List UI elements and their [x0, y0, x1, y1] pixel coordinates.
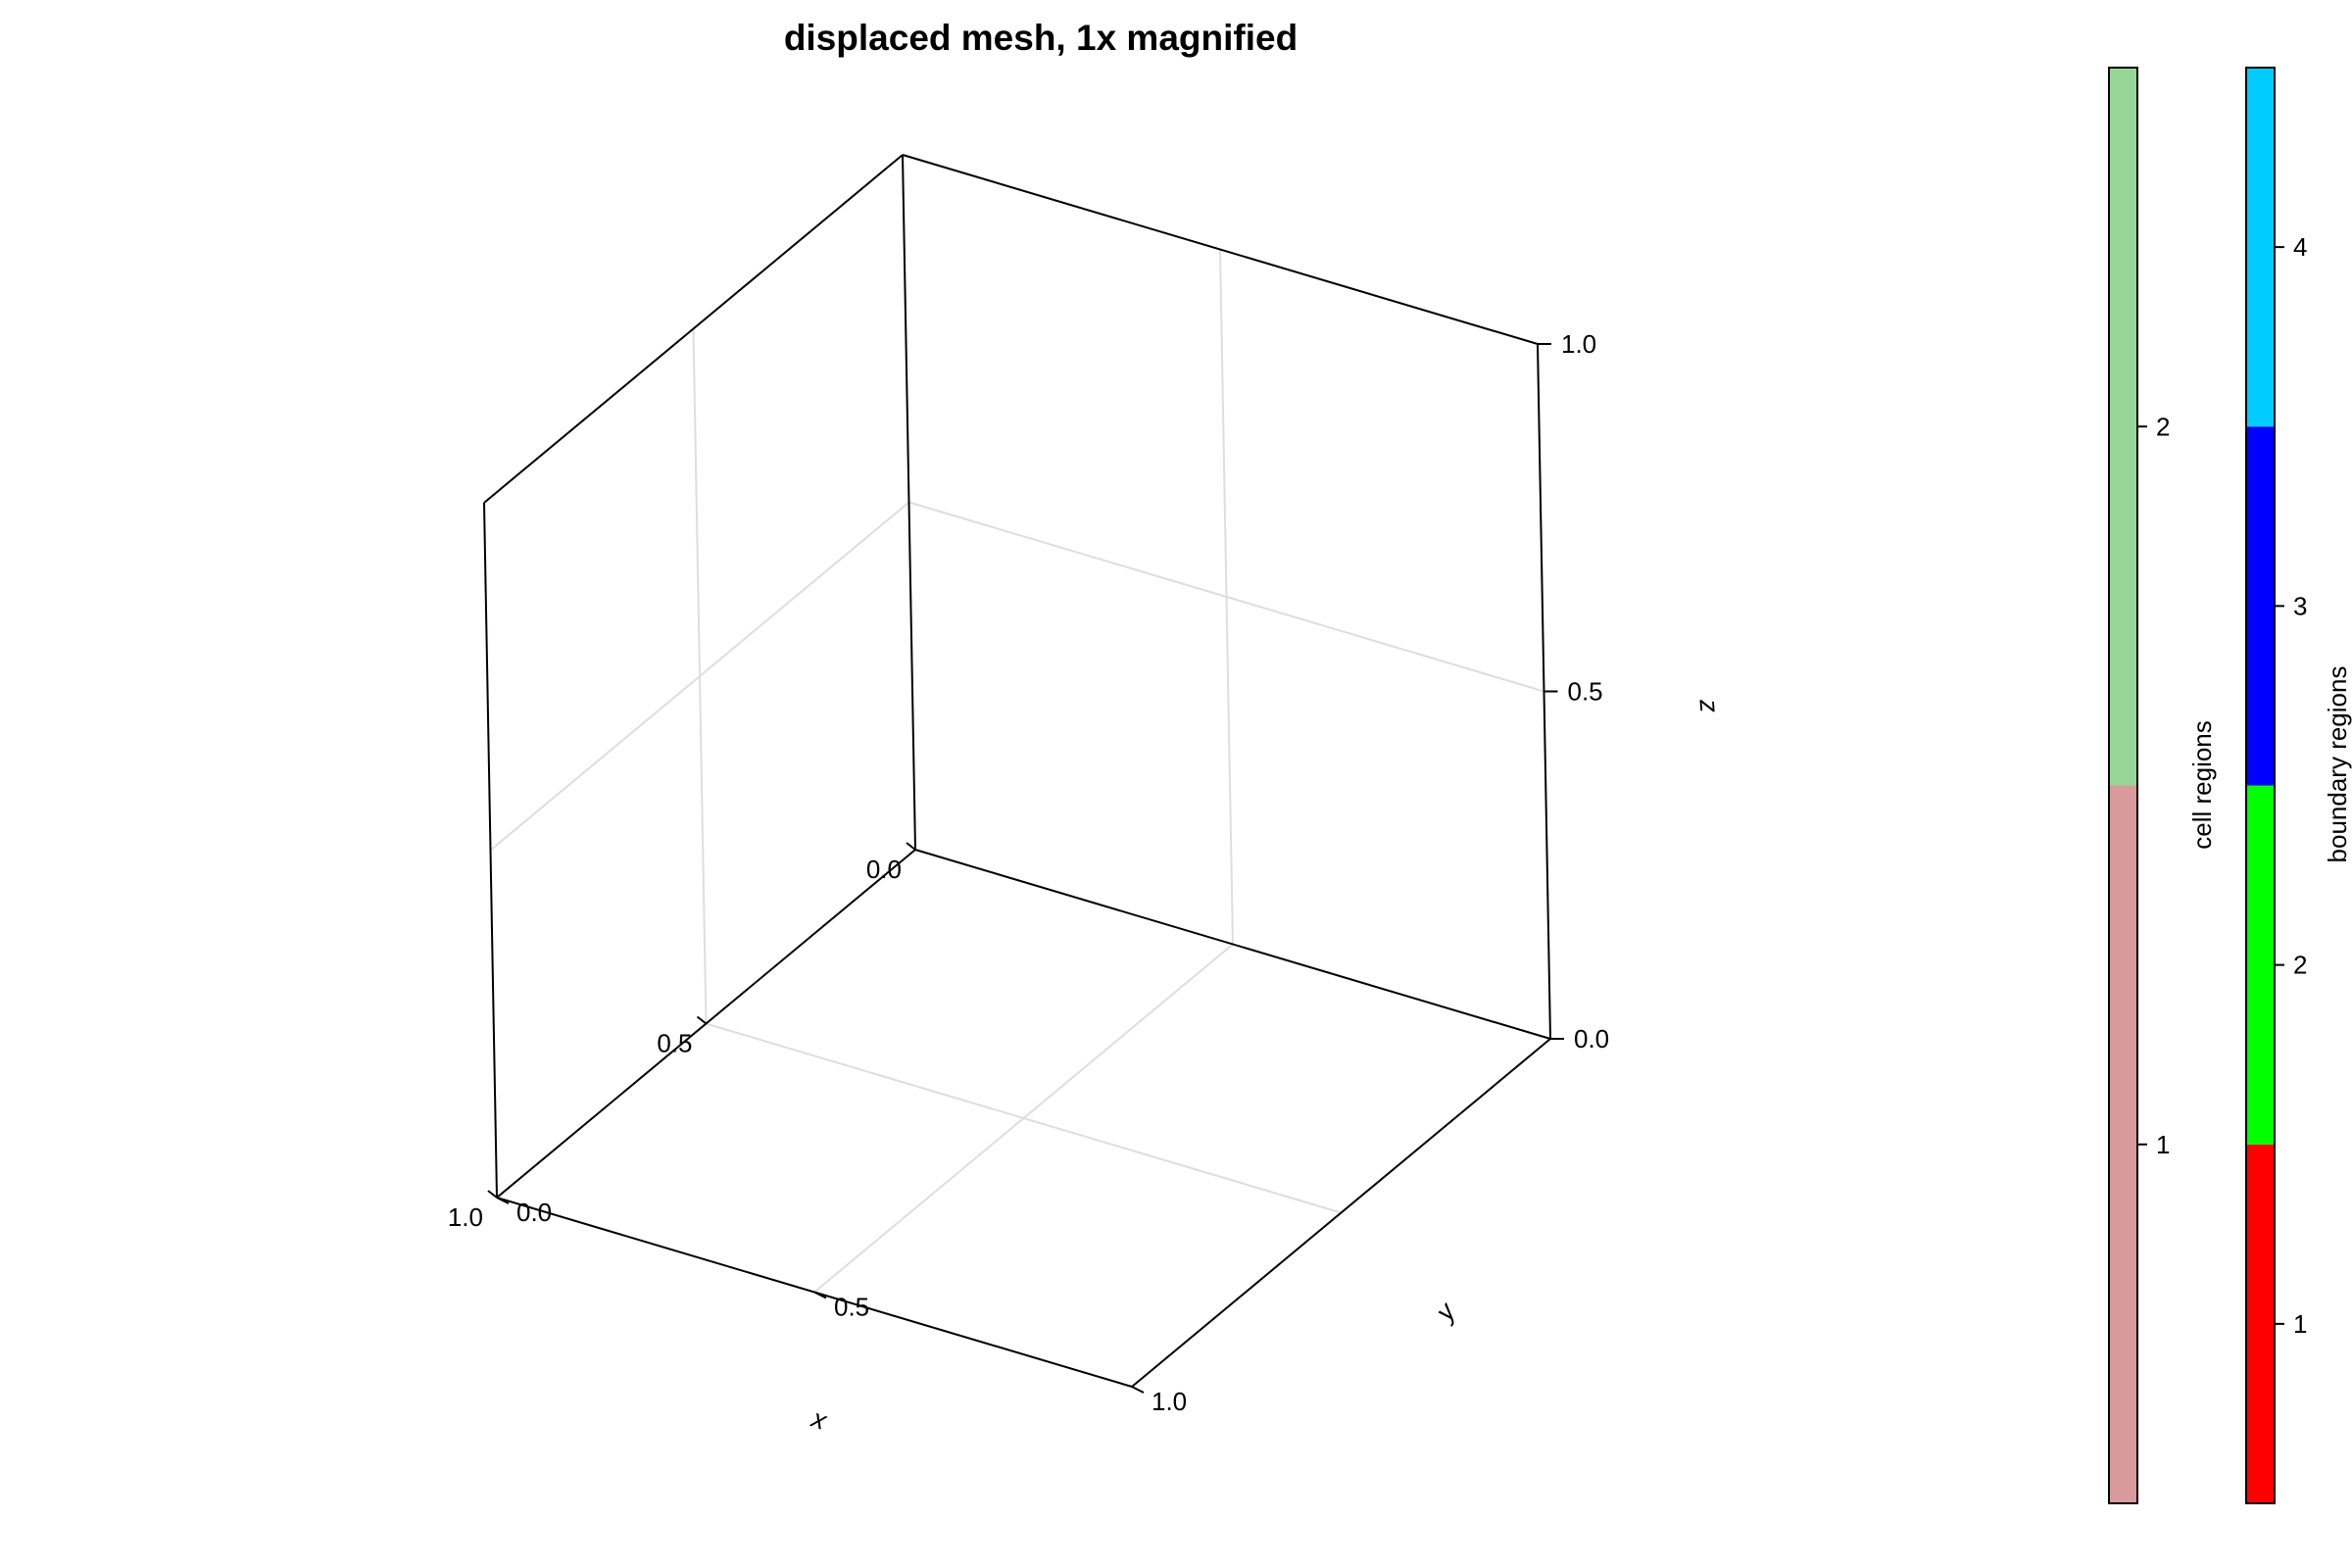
colorbar-cell-bin-1	[2109, 785, 2137, 1503]
colorbar-cell-tick-label-2: 2	[2156, 412, 2170, 441]
x-tick-mark	[906, 842, 916, 851]
z-tick-label: 1.0	[1561, 329, 1596, 359]
chart-title: displaced mesh, 1x magnified	[784, 18, 1298, 58]
y-tick-mark	[496, 1197, 510, 1204]
x-tick-mark	[696, 1015, 708, 1025]
gridline-z-wall-x	[489, 501, 910, 852]
x-tick-label: 0.0	[866, 855, 902, 884]
colorbar-cell-ticks: 12	[2137, 412, 2170, 1159]
colorbar-cell-label: cell regions	[2187, 720, 2217, 850]
colorbar-boundary-tick-label-2: 2	[2293, 951, 2307, 980]
gridline-z-wall-y	[908, 501, 1544, 693]
grid-lines	[489, 249, 1544, 1294]
colorbar-boundary-frame	[2245, 67, 2276, 1504]
colorbar-cell-tick-label-1: 1	[2156, 1130, 2170, 1159]
colorbar-cell-bin-2	[2109, 68, 2137, 786]
colorbar-boundary-tick-label-3: 3	[2293, 591, 2307, 620]
y-tick-mark	[1131, 1386, 1145, 1394]
gridline-y-floor	[813, 943, 1234, 1294]
y-tick-mark	[813, 1291, 827, 1299]
z-tick-label: 0.0	[1574, 1024, 1609, 1054]
colorbar-boundary-bins	[2246, 68, 2275, 1503]
frame-edge-left-vertical	[483, 502, 498, 1199]
frame-edge-y-floor	[914, 849, 1551, 1040]
frame-edge-top-right	[902, 154, 1539, 345]
z-tick-label: 0.5	[1568, 677, 1603, 707]
colorbar-boundary-regions: 1 2 3 4 boundary regions	[2245, 67, 2352, 1504]
frame-edge-top-left	[483, 154, 904, 504]
colorbar-cell-regions: 12 cell regions	[2108, 67, 2217, 1504]
colorbar-boundary-bin-1	[2246, 1144, 2275, 1503]
x-tick-label: 1.0	[448, 1202, 483, 1232]
axis-ticks: 0.0 0.5 1.0 0.0 0.5 1.0 0.0 0.5 1.0	[448, 329, 1609, 1416]
colorbar-boundary-bin-2	[2246, 785, 2275, 1145]
x-tick-label: 0.5	[657, 1029, 692, 1058]
colorbar-cell-frame	[2108, 67, 2138, 1504]
colorbar-boundary-bin-3	[2246, 426, 2275, 786]
colorbar-cell-bins	[2109, 68, 2137, 1503]
z-axis-label: z	[1693, 698, 1724, 714]
y-axis-label: y	[1429, 1297, 1462, 1328]
x-tick-mark	[487, 1190, 498, 1199]
colorbar-boundary-bin-4	[2246, 68, 2275, 427]
colorbar-boundary-tick-label-4: 4	[2293, 232, 2307, 262]
frame-edge-z-corner	[902, 154, 916, 851]
colorbar-boundary-tick-label-1: 1	[2293, 1309, 2307, 1339]
axes-3d: 0.0 0.5 1.0 0.0 0.5 1.0 0.0 0.5 1.0 x y z	[448, 154, 1724, 1436]
frame-edge-floor-right	[1131, 1038, 1551, 1388]
colorbar-boundary-ticks: 1 2 3 4	[2275, 232, 2307, 1339]
y-tick-label: 0.0	[516, 1198, 552, 1227]
x-axis-label: x	[807, 1402, 832, 1436]
y-tick-label: 0.5	[834, 1293, 869, 1322]
y-tick-label: 1.0	[1152, 1387, 1187, 1416]
colorbar-boundary-label: boundary regions	[2323, 666, 2352, 863]
axis-frame	[483, 154, 1551, 1388]
